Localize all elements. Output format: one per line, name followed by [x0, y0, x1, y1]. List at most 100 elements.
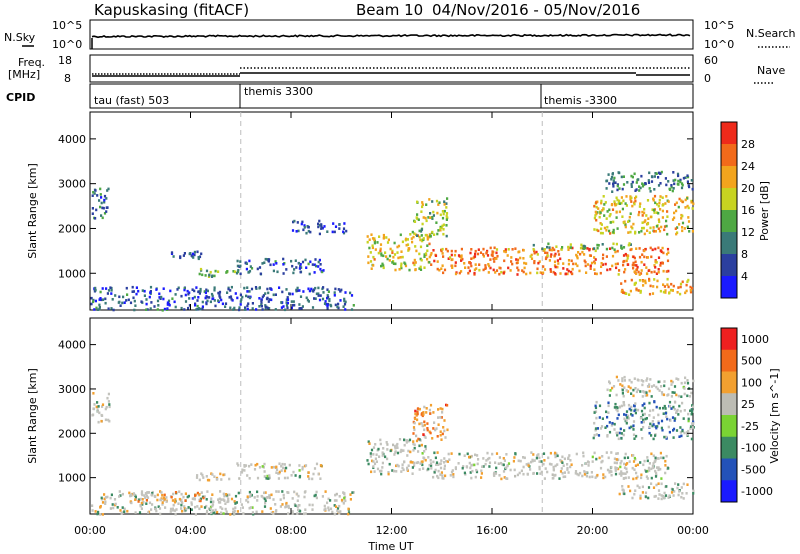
data-cell — [202, 476, 205, 479]
data-cell — [217, 498, 220, 501]
data-cell — [385, 255, 388, 258]
data-cell — [107, 307, 110, 310]
data-cell — [596, 200, 599, 204]
data-cell — [639, 272, 643, 275]
data-cell — [652, 226, 655, 229]
data-cell — [436, 451, 439, 454]
data-cell — [488, 461, 492, 465]
data-cell — [381, 454, 384, 457]
data-cell — [396, 463, 399, 467]
data-cell — [441, 411, 444, 414]
data-cell — [277, 490, 280, 493]
data-cell — [648, 414, 651, 417]
data-cell — [599, 271, 602, 275]
data-cell — [435, 199, 439, 203]
data-cell — [198, 272, 201, 276]
data-cell — [654, 494, 657, 498]
data-cell — [682, 176, 685, 180]
data-cell — [317, 260, 320, 264]
data-cell — [441, 216, 445, 220]
data-cell — [651, 420, 654, 423]
data-cell — [112, 308, 115, 312]
data-cell — [477, 248, 480, 251]
data-cell — [630, 380, 633, 384]
data-cell — [248, 290, 251, 293]
data-cell — [629, 289, 632, 293]
data-cell — [295, 266, 298, 269]
data-cell — [662, 412, 665, 415]
data-cell — [426, 238, 429, 241]
data-cell — [633, 409, 636, 413]
data-cell — [184, 499, 187, 502]
data-cell — [308, 289, 311, 293]
data-cell — [493, 471, 496, 475]
data-cell — [406, 238, 409, 241]
data-cell — [662, 251, 665, 255]
data-cell — [464, 473, 467, 476]
data-cell — [641, 383, 644, 387]
data-cell — [327, 506, 330, 509]
data-cell — [606, 268, 609, 272]
colorbar-frame — [720, 121, 738, 299]
data-cell — [610, 465, 613, 469]
data-cell — [261, 465, 264, 468]
data-cell — [665, 435, 668, 439]
data-cell — [613, 422, 616, 426]
data-cell — [605, 247, 608, 251]
data-cell — [174, 498, 177, 501]
data-cell — [536, 253, 539, 256]
data-cell — [260, 304, 263, 308]
data-cell — [276, 270, 279, 274]
data-cell — [382, 447, 385, 450]
data-cell — [570, 259, 573, 263]
data-cell — [536, 454, 539, 457]
data-cell — [277, 477, 280, 480]
data-cell — [428, 198, 431, 201]
data-cell — [169, 507, 173, 511]
data-cell — [440, 416, 443, 419]
data-cell — [286, 298, 290, 301]
data-cell — [675, 377, 678, 380]
data-cell — [620, 404, 623, 408]
data-cell — [342, 227, 346, 230]
data-cell — [93, 308, 96, 311]
data-cell — [687, 216, 690, 219]
data-cell — [569, 465, 572, 469]
data-cell — [377, 447, 380, 451]
data-cell — [301, 305, 304, 308]
data-cell — [258, 286, 261, 289]
data-cell — [652, 198, 655, 202]
data-cell — [337, 302, 340, 306]
data-cell — [96, 194, 99, 197]
data-cell — [625, 389, 628, 392]
data-cell — [418, 267, 421, 270]
data-cell — [612, 228, 615, 232]
data-cell — [264, 501, 267, 505]
data-cell — [601, 243, 604, 246]
data-cell — [464, 266, 467, 269]
data-cell — [556, 265, 559, 269]
data-cell — [691, 230, 694, 233]
data-cell — [393, 253, 397, 256]
data-cell — [675, 411, 678, 414]
data-cell — [214, 304, 217, 308]
data-cell — [535, 456, 538, 460]
data-cell — [134, 511, 137, 514]
data-cell — [261, 262, 264, 265]
data-cell — [337, 288, 340, 291]
data-cell — [297, 508, 300, 512]
data-cell — [235, 271, 239, 275]
data-cell — [546, 254, 549, 257]
data-cell — [296, 499, 299, 502]
data-cell — [581, 245, 584, 248]
data-cell — [599, 211, 602, 214]
data-cell — [631, 414, 634, 417]
data-cell — [583, 470, 586, 473]
data-cell — [291, 292, 294, 296]
data-cell — [542, 462, 545, 466]
data-cell — [690, 437, 693, 441]
data-cell — [498, 456, 501, 459]
data-cell — [625, 467, 628, 471]
data-cell — [655, 211, 658, 214]
data-cell — [654, 460, 657, 463]
